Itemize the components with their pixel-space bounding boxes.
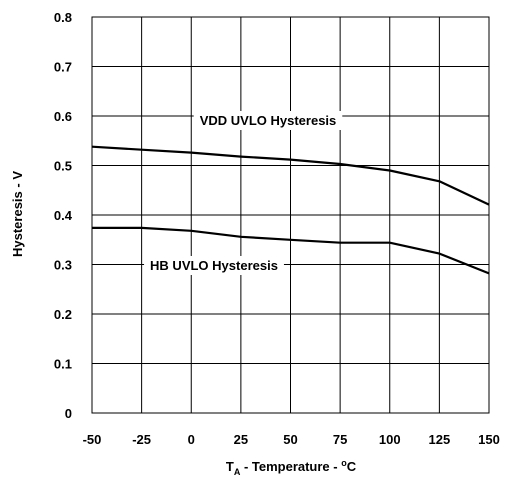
y-tick-label: 0.4 <box>54 208 73 223</box>
x-axis-title-subscript: A <box>234 467 241 477</box>
series-label-background <box>144 256 284 275</box>
chart-grid <box>91 16 490 414</box>
x-tick-label: 150 <box>478 432 500 447</box>
y-tick-label: 0.3 <box>54 258 72 273</box>
series-labels: VDD UVLO Hysteresis HB UVLO Hysteresis <box>144 111 343 275</box>
series-lines <box>91 145 490 275</box>
x-axis-title-text: - Temperature - <box>240 459 341 474</box>
series-line-hb-uvlo-hysteresis <box>92 226 490 275</box>
x-axis-title-degree: o <box>341 458 347 468</box>
y-tick-label: 0.7 <box>54 60 72 75</box>
x-tick-label: 25 <box>234 432 248 447</box>
x-tick-label: 0 <box>188 432 195 447</box>
series-line-vdd-uvlo-hysteresis <box>91 145 490 206</box>
series-label-background <box>193 111 343 130</box>
series-label-vdd-uvlo-hysteresis: VDD UVLO Hysteresis <box>200 113 337 128</box>
x-tick-label: 100 <box>379 432 401 447</box>
x-tick-label: -25 <box>132 432 151 447</box>
x-axis-title: TA - Temperature - oC <box>226 458 357 477</box>
x-tick-label: 125 <box>429 432 451 447</box>
x-tick-label: 50 <box>283 432 297 447</box>
y-tick-label: 0.6 <box>54 109 72 124</box>
y-tick-labels: 0 0.1 0.2 0.3 0.4 0.5 0.6 0.7 0.8 <box>54 10 73 421</box>
y-tick-label: 0 <box>65 406 72 421</box>
x-axis-title-main: T <box>226 459 234 474</box>
y-tick-label: 0.5 <box>54 159 72 174</box>
y-tick-label: 0.8 <box>54 10 72 25</box>
y-tick-label: 0.2 <box>54 307 72 322</box>
x-tick-label: 75 <box>333 432 347 447</box>
x-axis-title-unit: C <box>347 459 357 474</box>
x-tick-label: -50 <box>83 432 102 447</box>
y-axis-title: Hysteresis - V <box>10 171 25 257</box>
plot-area-border <box>91 16 490 414</box>
series-label-hb-uvlo-hysteresis: HB UVLO Hysteresis <box>150 258 278 273</box>
x-tick-labels: -50 -25 0 25 50 75 100 125 150 <box>83 432 500 447</box>
y-tick-label: 0.1 <box>54 357 72 372</box>
